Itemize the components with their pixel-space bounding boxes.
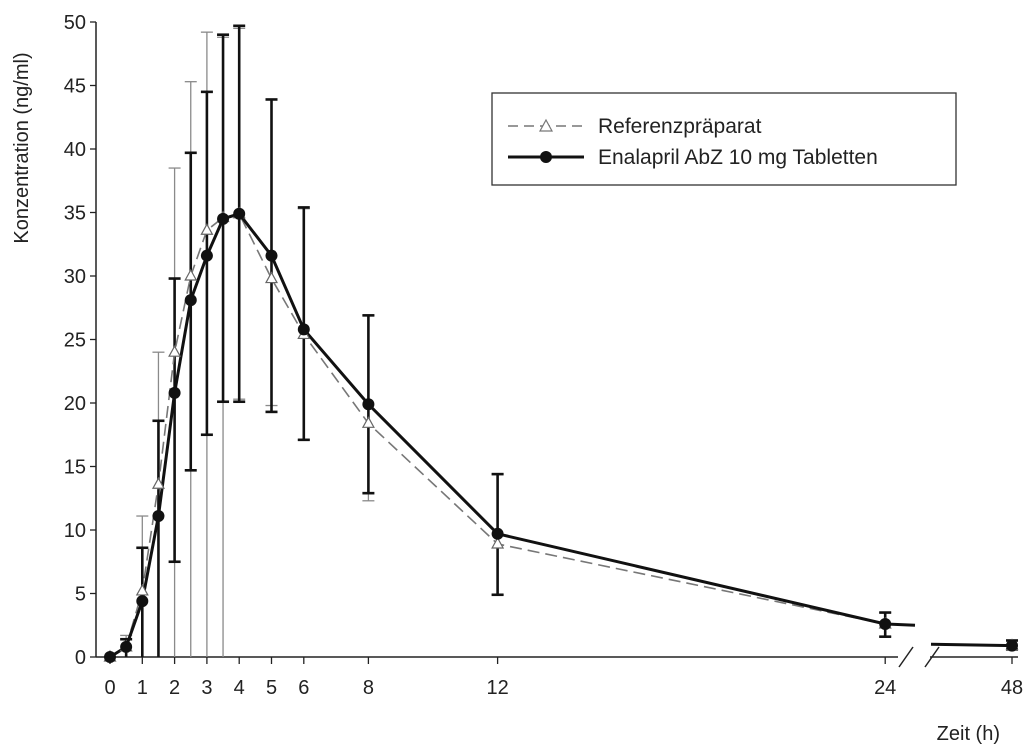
data-point-enalapril xyxy=(1006,639,1018,652)
legend-test-label: Enalapril AbZ 10 mg Tabletten xyxy=(598,146,878,169)
data-point-enalapril xyxy=(217,212,230,225)
errorbars-enalapril xyxy=(120,24,1018,657)
x-tick-label: 4 xyxy=(234,677,245,699)
x-tick-label: 0 xyxy=(104,677,115,699)
data-point-referenzpraeparat xyxy=(151,477,165,489)
data-point-enalapril xyxy=(168,386,181,399)
axis-break-mark xyxy=(924,646,940,668)
data-point-enalapril xyxy=(491,527,504,540)
y-tick-label: 50 xyxy=(64,12,86,34)
data-point-enalapril xyxy=(136,595,149,608)
data-point-enalapril xyxy=(184,294,197,307)
data-point-enalapril xyxy=(200,249,213,262)
y-tick-label: 40 xyxy=(64,139,86,161)
y-tick-label: 15 xyxy=(64,457,86,479)
line-enalapril xyxy=(109,212,916,659)
data-point-enalapril xyxy=(104,651,116,663)
axis-break-mark xyxy=(898,646,914,668)
y-tick-label: 5 xyxy=(75,584,86,606)
y-tick-label: 30 xyxy=(64,266,86,288)
legend-ref-marker xyxy=(538,118,554,132)
x-tick-label: 3 xyxy=(201,677,212,699)
data-point-referenzpraeparat xyxy=(184,268,198,281)
y-tick-label: 25 xyxy=(64,330,86,352)
data-point-referenzpraeparat xyxy=(135,583,149,596)
x-tick-label: 24 xyxy=(874,677,896,699)
data-point-enalapril xyxy=(297,323,310,336)
data-point-enalapril xyxy=(120,640,133,653)
x-tick-label: 2 xyxy=(169,677,180,699)
data-point-enalapril xyxy=(362,398,375,411)
x-tick-label: 12 xyxy=(486,677,508,699)
legend: Referenzpräparat Enalapril AbZ 10 mg Tab… xyxy=(491,92,957,186)
x-tick-label: 6 xyxy=(298,677,309,699)
data-point-enalapril xyxy=(152,510,165,523)
y-tick-label: 20 xyxy=(64,393,86,415)
legend-ref-label: Referenzpräparat xyxy=(598,115,762,138)
x-tick-label: 48 xyxy=(1001,677,1023,699)
data-point-referenzpraeparat xyxy=(168,344,182,357)
y-axis-title: Konzentration (ng/ml) xyxy=(11,52,33,243)
data-point-referenzpraeparat xyxy=(361,416,375,428)
series-markers xyxy=(103,206,1019,663)
x-tick-label: 1 xyxy=(137,677,148,699)
line-enalapril-after-break xyxy=(930,642,1013,648)
data-point-enalapril xyxy=(265,249,278,262)
data-point-referenzpraeparat xyxy=(200,223,214,235)
legend-test-marker xyxy=(540,151,552,163)
x-tick-label: 8 xyxy=(363,677,374,699)
x-tick-label: 5 xyxy=(266,677,277,699)
data-point-enalapril xyxy=(233,207,246,220)
data-point-referenzpraeparat xyxy=(264,271,279,284)
line-referenzpraeparat xyxy=(109,212,916,658)
data-point-enalapril xyxy=(879,617,892,630)
data-point-referenzpraeparat xyxy=(491,536,505,549)
series-lines xyxy=(109,212,1013,659)
y-tick-label: 0 xyxy=(75,647,86,669)
y-tick-label: 35 xyxy=(64,203,86,225)
legend-box xyxy=(491,92,957,186)
x-axis-title: Zeit (h) xyxy=(937,723,1000,745)
y-tick-label: 10 xyxy=(64,520,86,542)
y-tick-label: 45 xyxy=(64,76,86,98)
